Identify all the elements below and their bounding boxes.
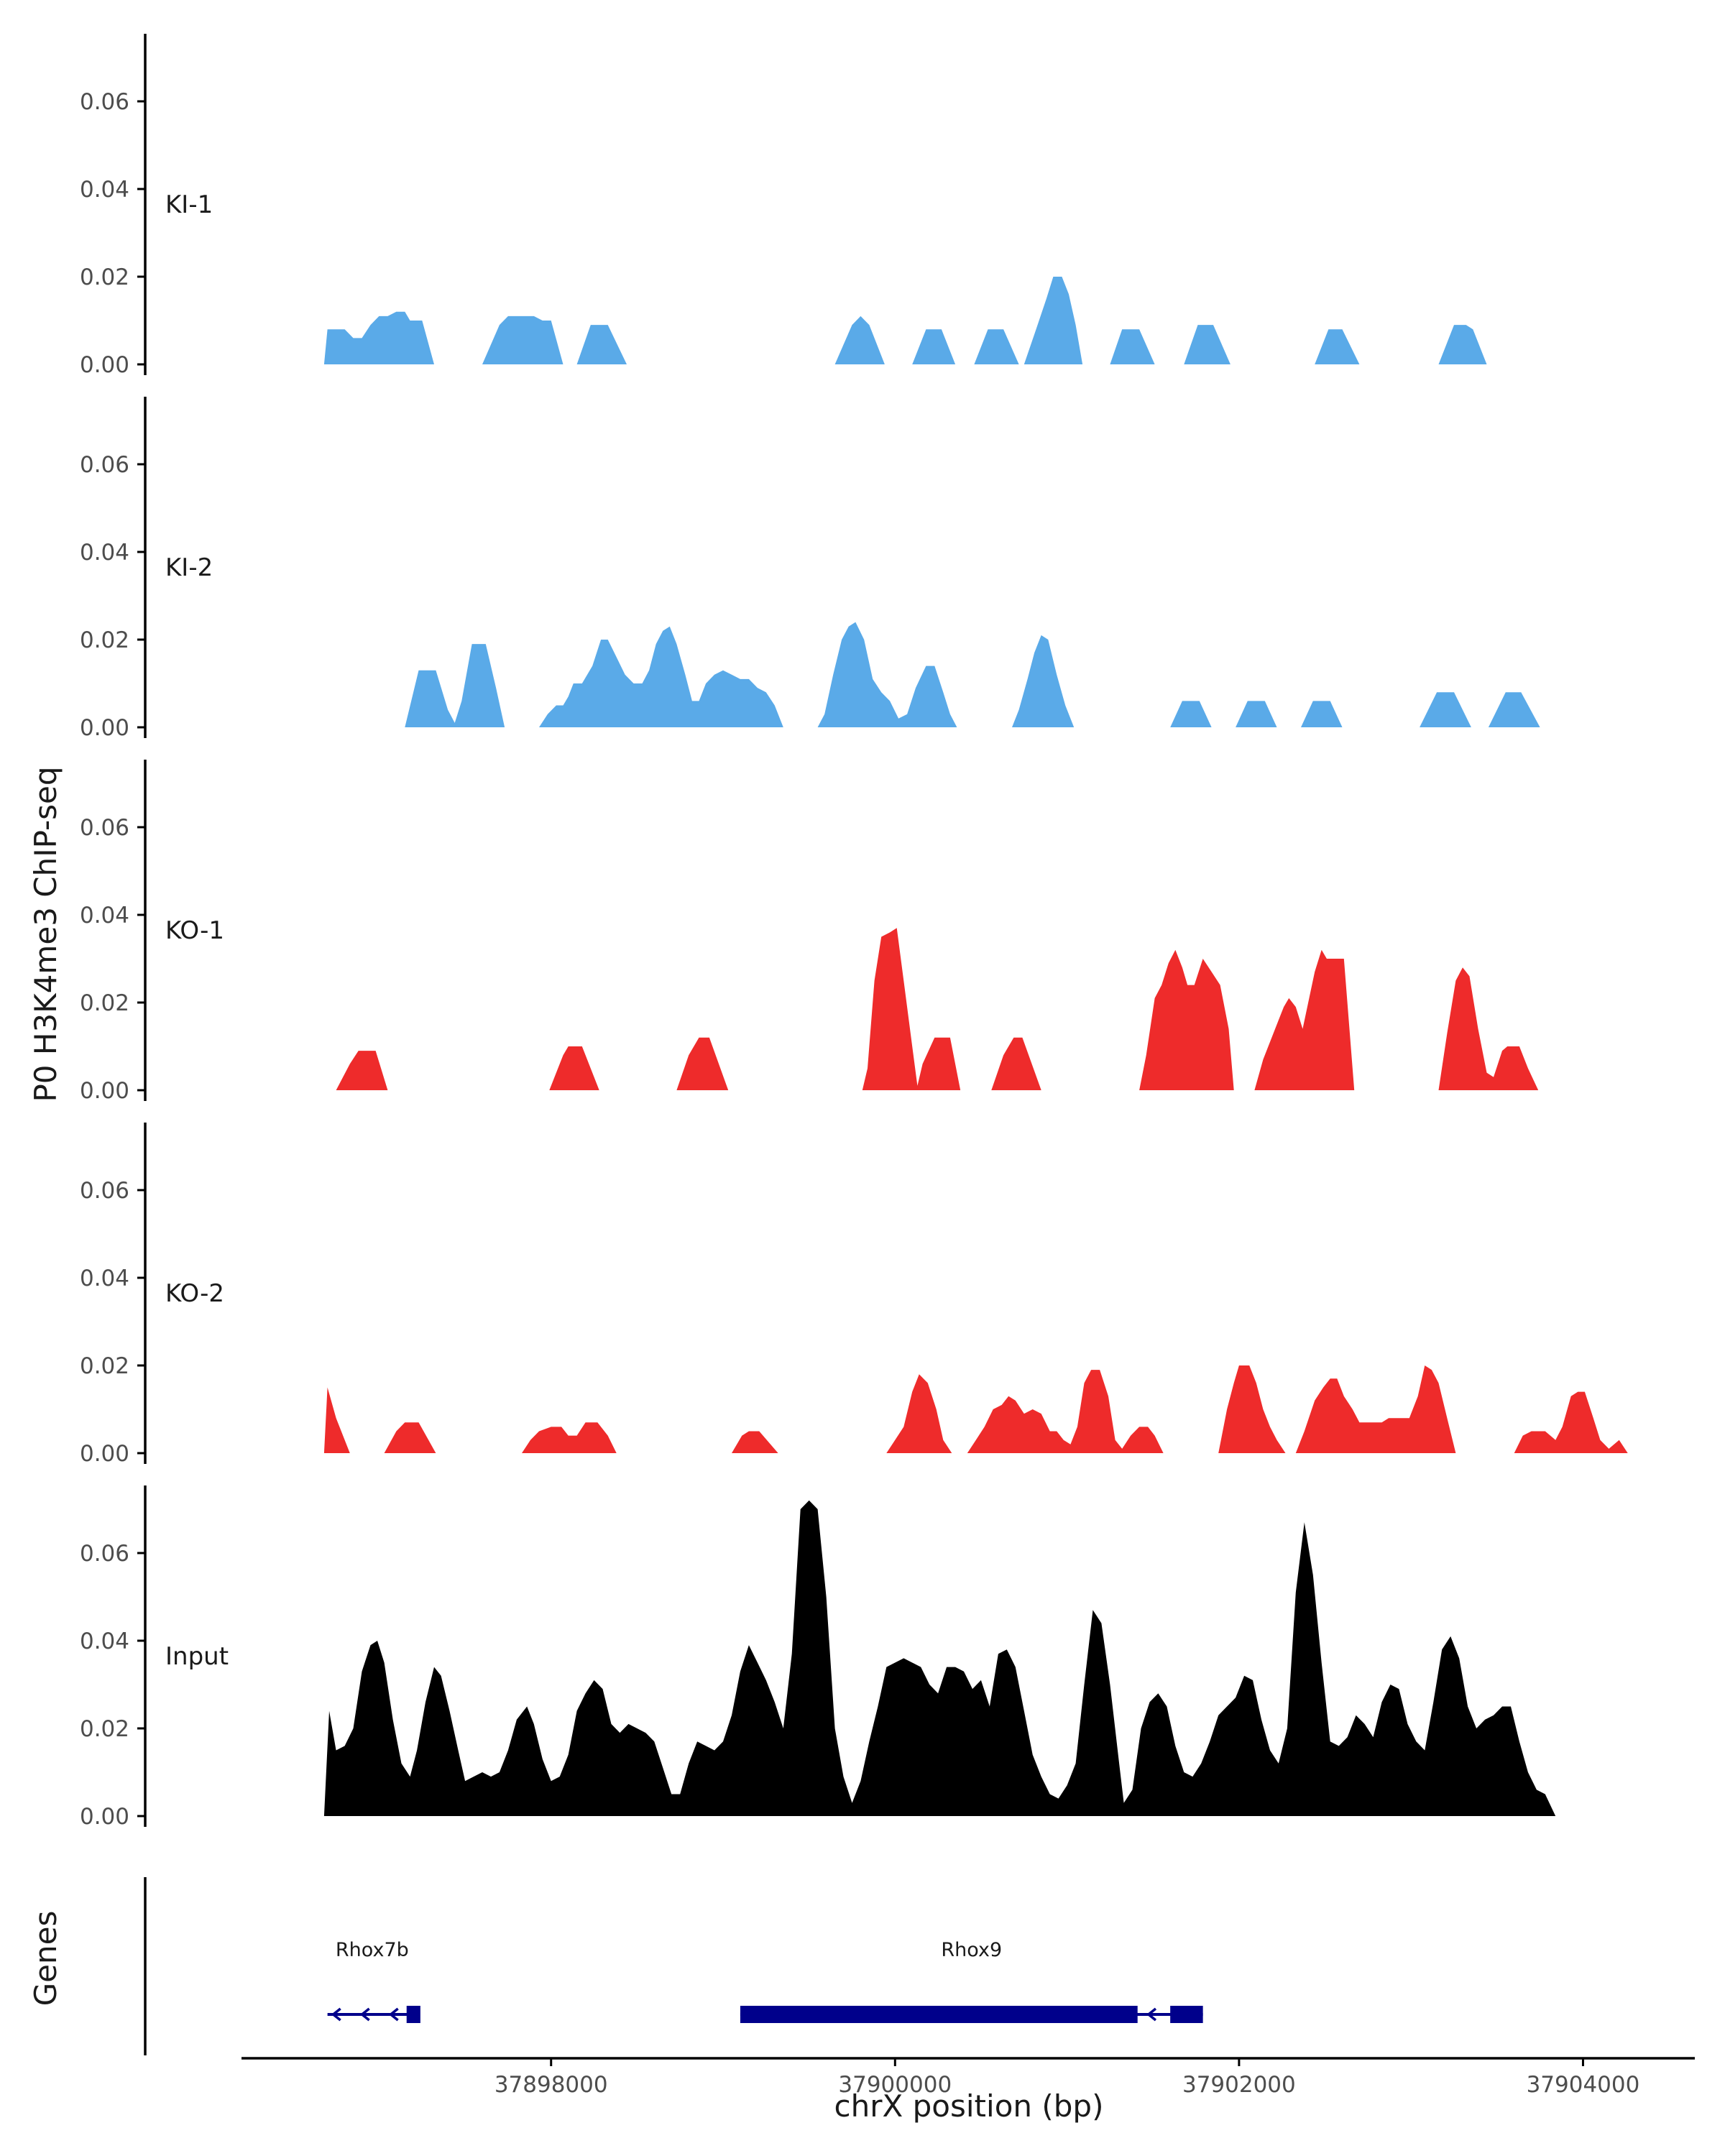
signal-peak (967, 1370, 1164, 1453)
track-panel-ki-1: 0.00 0.02 0.04 0.06 KI-1 (80, 34, 1487, 378)
signal-peak (482, 315, 564, 364)
signal-peak (1139, 949, 1234, 1090)
y-tick-label: 0.04 (80, 903, 129, 929)
y-tick-label: 0.00 (80, 1441, 129, 1467)
signal-peak (549, 1046, 599, 1090)
y-tick-label: 0.00 (80, 1804, 129, 1830)
y-tick-label: 0.06 (80, 1541, 129, 1567)
signal-peak (323, 1500, 1556, 1816)
y-tick-label: 0.06 (80, 89, 129, 115)
y-tick-label: 0.00 (80, 715, 129, 741)
signal-peak (323, 311, 434, 364)
gene-exon (740, 2006, 1138, 2023)
x-axis: 37898000 37900000 37902000 37904000 (242, 2057, 1695, 2098)
signal-peak (323, 1387, 350, 1453)
y-tick-label: 0.04 (80, 1266, 129, 1291)
y-tick-label: 0.06 (80, 452, 129, 478)
track-panel-ko-2: 0.00 0.02 0.04 0.06 KO-2 (80, 1123, 1628, 1467)
signal-peak (834, 315, 885, 364)
signal-peak (1170, 701, 1212, 727)
signal-peak (676, 1037, 729, 1090)
gene-label: Rhox9 (941, 1939, 1002, 1961)
y-tick-label: 0.06 (80, 1178, 129, 1204)
strand-arrow (388, 2007, 399, 2022)
signal-peak (1488, 692, 1540, 727)
signal-peak (1420, 692, 1471, 727)
y-tick-label: 0.02 (80, 1353, 129, 1379)
track-label: Input (165, 1642, 229, 1671)
gene-rhox7b: Rhox7b (327, 1939, 420, 2023)
y-tick-label: 0.00 (80, 1078, 129, 1104)
signal-peak (1301, 701, 1343, 727)
y-tick-label: 0.02 (80, 627, 129, 653)
genes-track-title: Genes (28, 1911, 63, 2007)
gene-exon (406, 2006, 420, 2023)
x-tick-label: 37904000 (1527, 2072, 1640, 2098)
signal-peak (862, 928, 961, 1090)
signal-peak (1438, 967, 1539, 1090)
track-label: KO-1 (165, 916, 224, 945)
y-tick-label: 0.00 (80, 352, 129, 378)
signal-peak (1514, 1391, 1628, 1453)
signal-peak (576, 325, 627, 364)
strand-arrow (331, 2007, 341, 2022)
signal-peak (384, 1422, 436, 1453)
signal-peak (522, 1422, 617, 1453)
y-tick-label: 0.02 (80, 990, 129, 1016)
signal-peak (336, 1051, 388, 1090)
gene-label: Rhox7b (336, 1939, 409, 1961)
signal-peak (991, 1037, 1041, 1090)
signal-peak (1012, 635, 1075, 727)
strand-arrow (359, 2007, 370, 2022)
strand-arrow (1146, 2007, 1157, 2022)
signal-peak (1218, 1365, 1286, 1453)
y-axis-title: P0 H3K4me3 ChIP-seq (28, 766, 63, 1102)
signal-peak (539, 626, 783, 727)
track-panel-ki-2: 0.00 0.02 0.04 0.06 KI-2 (80, 397, 1540, 741)
gene-exon (1170, 2006, 1203, 2023)
signal-peak (1110, 329, 1155, 364)
track-label: KI-1 (165, 190, 213, 219)
signal-peak (1438, 325, 1487, 364)
tracks-layer: 0.00 0.02 0.04 0.06 KI-1 0.00 0.02 0.04 0.06 KI-2… (80, 34, 1628, 1830)
gene-rhox9: Rhox9 (740, 1939, 1203, 2023)
signal-peak (1024, 277, 1083, 364)
y-tick-label: 0.04 (80, 540, 129, 566)
x-axis-title: chrX position (bp) (834, 2088, 1104, 2124)
signal-peak (1184, 325, 1230, 364)
signal-peak (1236, 701, 1277, 727)
y-tick-label: 0.02 (80, 1716, 129, 1742)
signal-peak (1295, 1365, 1456, 1453)
x-tick-label: 37898000 (494, 2072, 608, 2098)
y-tick-label: 0.02 (80, 264, 129, 290)
x-tick-label: 37900000 (838, 2072, 952, 2098)
y-tick-label: 0.06 (80, 815, 129, 841)
signal-peak (1315, 329, 1360, 364)
signal-peak (732, 1431, 778, 1453)
signal-peak (405, 644, 505, 727)
genes-layer: Rhox7b Rhox9 (144, 1877, 1203, 2055)
signal-peak (886, 1374, 952, 1453)
x-tick-label: 37902000 (1182, 2072, 1296, 2098)
signal-peak (912, 329, 956, 364)
signal-peak (974, 329, 1019, 364)
y-tick-label: 0.04 (80, 177, 129, 203)
y-tick-label: 0.04 (80, 1628, 129, 1654)
track-label: KI-2 (165, 553, 213, 582)
signal-peak (817, 622, 957, 727)
track-label: KO-2 (165, 1279, 224, 1308)
track-panel-ko-1: 0.00 0.02 0.04 0.06 KO-1 (80, 760, 1539, 1104)
track-panel-input: 0.00 0.02 0.04 0.06 Input (80, 1485, 1556, 1830)
signal-peak (1254, 949, 1355, 1090)
